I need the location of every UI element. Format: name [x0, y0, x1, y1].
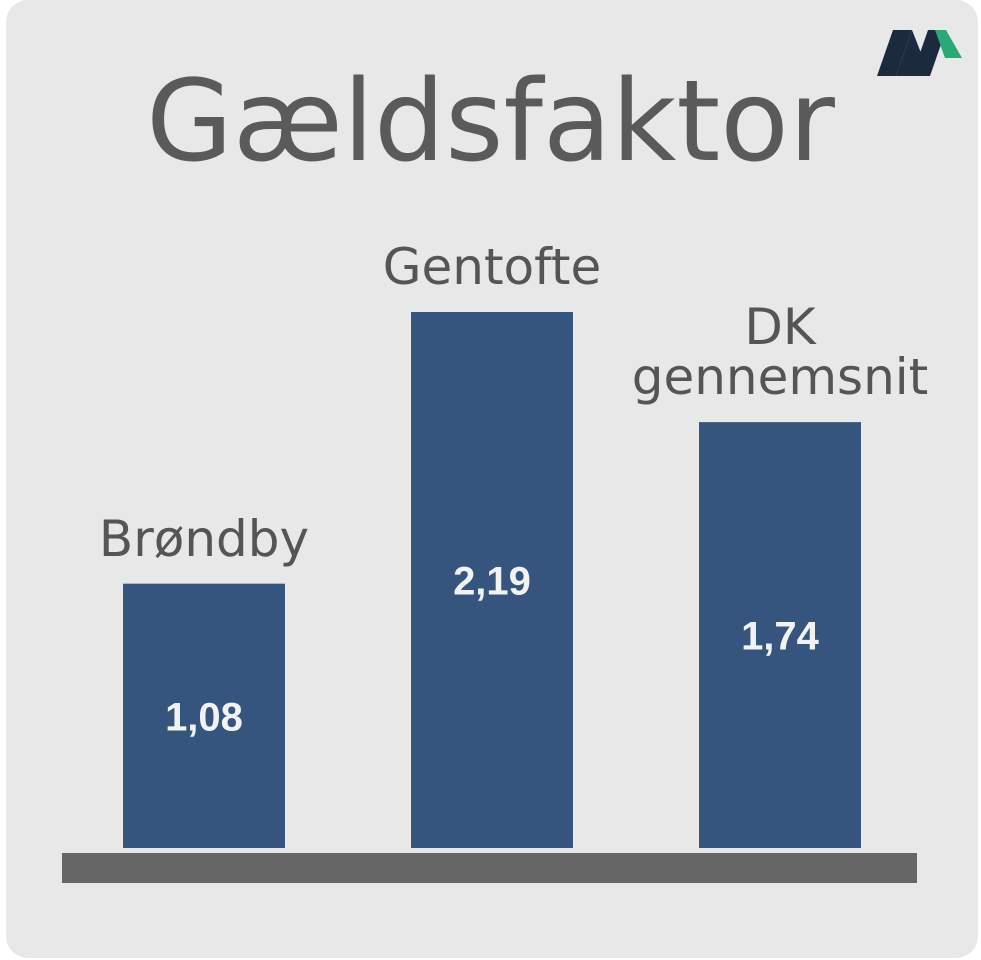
value-label: 2,19 [453, 560, 531, 604]
category-label: DK gennemsnit [631, 298, 929, 407]
category-label: Gentofte [382, 238, 602, 296]
bar [411, 312, 573, 848]
chart-title: Gældsfaktor [146, 57, 835, 187]
baseline [62, 853, 917, 883]
value-label: 1,08 [165, 695, 243, 739]
category-label: Brøndby [98, 509, 310, 568]
bar [699, 422, 861, 848]
bar [123, 583, 285, 848]
value-label: 1,74 [741, 615, 820, 659]
logo [877, 30, 962, 76]
